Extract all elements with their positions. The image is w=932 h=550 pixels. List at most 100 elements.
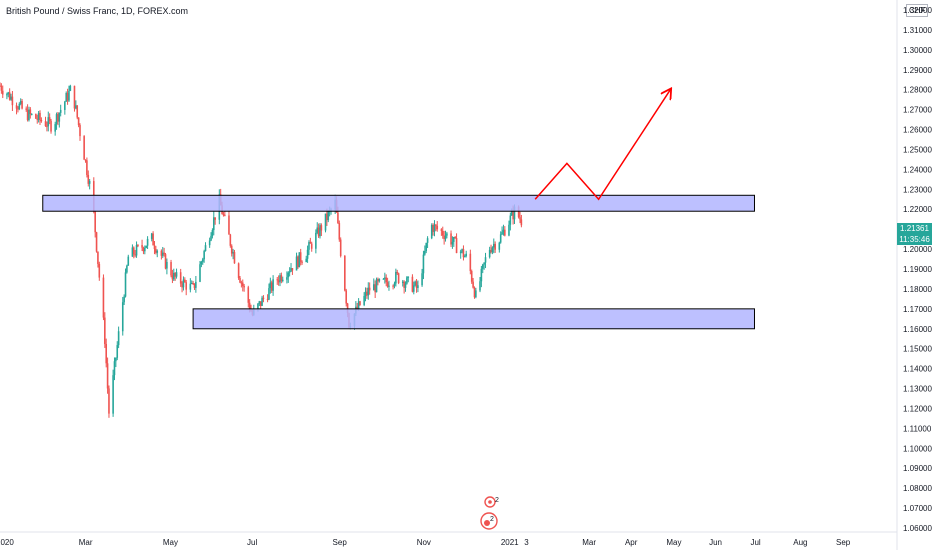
price-tick-label: 1.18000 (903, 285, 932, 294)
earnings-marker-icon[interactable]: 2 (480, 512, 498, 530)
price-tick-label: 1.25000 (903, 145, 932, 154)
candle-body (39, 112, 41, 120)
candle-body (204, 245, 207, 252)
time-tick-label: Sep (836, 538, 851, 547)
candle-body (461, 249, 463, 252)
time-axis[interactable]: 2020 Mar May Jul Sep Nov 2021 3 Mar Apr May Jun Jul A… (0, 538, 851, 547)
candle-body (432, 225, 434, 232)
candle-body (184, 279, 186, 283)
price-tick-label: 1.12000 (903, 404, 932, 413)
candle-body (203, 251, 205, 260)
candle-body (403, 281, 405, 288)
last-price: 1.21361 (900, 224, 929, 233)
candle-body (54, 124, 56, 132)
price-tick-label: 1.23000 (903, 185, 932, 194)
candle-body (446, 233, 448, 236)
candle-body (501, 232, 503, 235)
candle-body (200, 261, 203, 265)
candle-body (166, 262, 168, 269)
candle-body (384, 277, 386, 279)
candle-body (290, 268, 292, 272)
candle-body (306, 249, 309, 259)
candle-body (239, 277, 241, 283)
candle-body (127, 256, 130, 266)
earnings-marker-count: 2 (490, 516, 494, 523)
candle-body (86, 160, 88, 175)
candle-body (440, 229, 443, 231)
last-price-tag: 1.21361 11:35:46 (897, 223, 932, 245)
candle-body (77, 117, 80, 126)
candle-body (388, 285, 390, 287)
candle-body (57, 114, 59, 122)
candle-body (48, 117, 51, 121)
candle-body (171, 275, 174, 280)
candle-body (513, 206, 516, 220)
candle-body (393, 283, 396, 286)
resistance-zone[interactable] (42, 194, 755, 212)
candle-body (95, 232, 98, 252)
currency-badge[interactable]: CHF (906, 4, 929, 17)
candle-body (233, 252, 236, 264)
candle-body (508, 224, 510, 236)
time-tick-label: Jul (750, 538, 760, 547)
candle-body (21, 100, 23, 109)
candle-body (237, 263, 240, 278)
candle-body (305, 258, 308, 263)
price-axis[interactable]: 1.32000 1.31000 1.30000 1.29000 1.28000 1.270… (903, 6, 932, 533)
candle-body (126, 265, 128, 273)
candle-body (230, 245, 233, 254)
price-tick-label: 1.29000 (903, 66, 932, 75)
price-tick-label: 1.26000 (903, 126, 932, 135)
candle-body (397, 273, 400, 284)
candle-body (102, 277, 105, 318)
time-tick-label: Mar (582, 538, 596, 547)
candle-body (404, 283, 407, 288)
candle-body (436, 225, 439, 230)
candle-body (407, 276, 410, 278)
candle-body (94, 211, 96, 233)
candle-body (443, 235, 445, 240)
candle-body (346, 303, 349, 314)
candle-body (480, 268, 483, 282)
candle-body (19, 100, 22, 104)
price-tick-label: 1.10000 (903, 444, 932, 453)
candle-body (451, 241, 454, 245)
candle-body (319, 225, 321, 237)
candle-body (386, 282, 389, 287)
candle-body (484, 257, 487, 263)
candle-body (26, 109, 29, 121)
candle-body (309, 242, 312, 244)
support-zone[interactable] (192, 308, 755, 330)
candle-body (35, 113, 37, 119)
candle-body (301, 261, 303, 263)
candle-body (146, 238, 149, 246)
candle-body (465, 253, 468, 257)
candle-body (36, 118, 39, 120)
candle-body (412, 285, 415, 292)
candle-body (79, 125, 81, 137)
candle-body (50, 120, 52, 132)
candle-body (232, 252, 234, 254)
candle-body (374, 284, 376, 293)
candle-body (189, 283, 192, 290)
candle-body (401, 281, 404, 284)
candle-body (517, 206, 520, 218)
candle-body (228, 215, 230, 235)
candle-body (84, 159, 87, 161)
candle-body (105, 344, 108, 364)
candle-body (160, 250, 163, 256)
candle-body (40, 119, 43, 122)
price-tick-label: 1.13000 (903, 385, 932, 394)
candle-body (182, 279, 185, 288)
candle-body (417, 285, 419, 288)
event-marker-icon[interactable]: 2 (484, 496, 500, 508)
projection-arrow[interactable] (534, 90, 670, 201)
time-tick-label: 3 (524, 538, 529, 547)
candle-body (286, 277, 288, 280)
candle-body (108, 388, 110, 414)
candle-body (483, 262, 485, 265)
candle-body (175, 272, 178, 277)
candle-body (288, 271, 291, 273)
candle-body (363, 296, 365, 305)
